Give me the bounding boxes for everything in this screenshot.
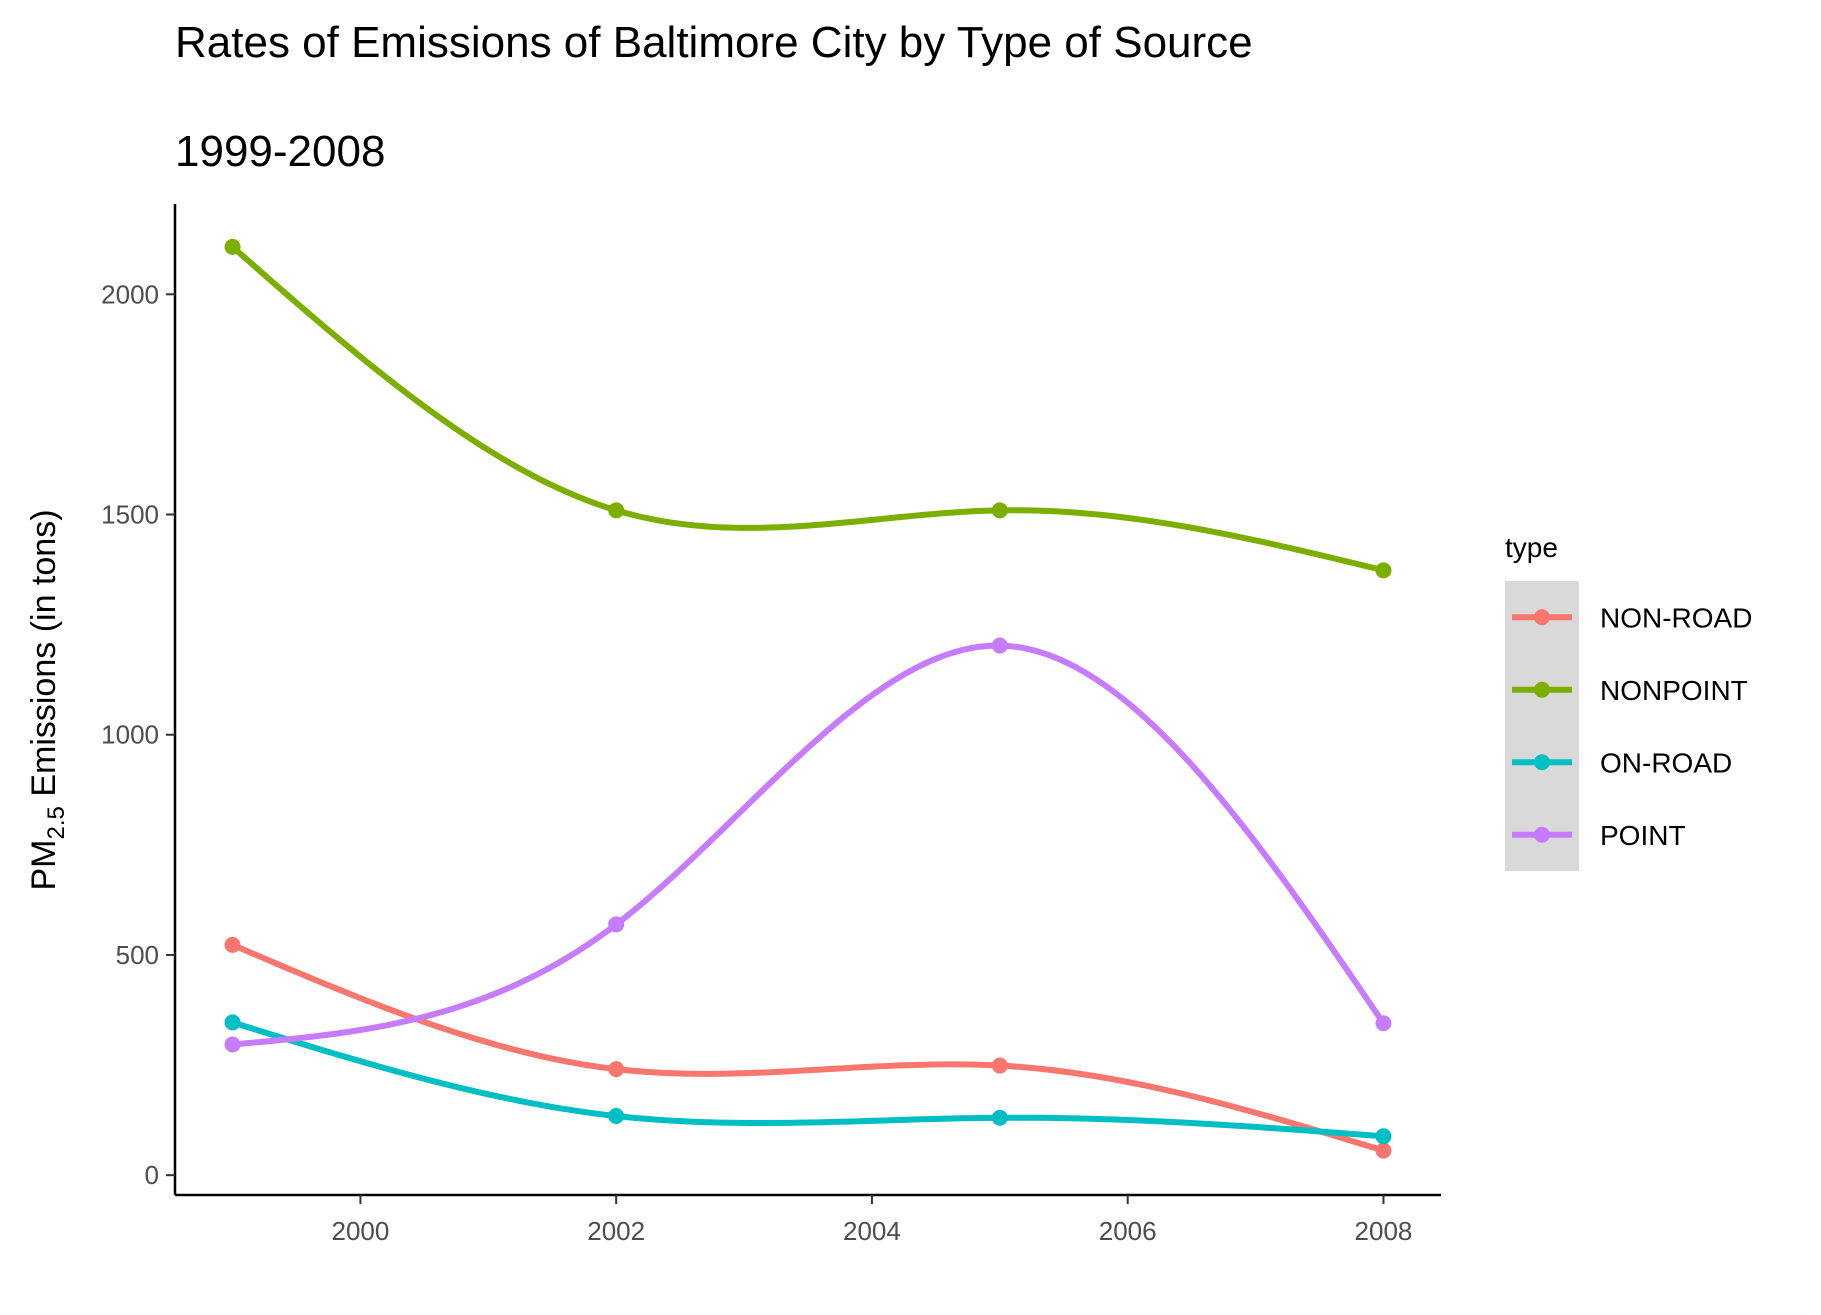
- plot-area: [224, 238, 1392, 1159]
- series-line-nonpoint: [229, 243, 1387, 574]
- legend-key-point-on-road: [1534, 754, 1550, 771]
- chart-title: Rates of Emissions of Baltimore City by …: [175, 18, 1253, 67]
- data-point-on-road-2002: [608, 1108, 625, 1125]
- data-point-non-road-2005: [991, 1057, 1008, 1074]
- y-axis-title-prefix: PM: [25, 840, 63, 891]
- legend-label-nonpoint: NONPOINT: [1600, 675, 1748, 706]
- legend-key-point-nonpoint: [1534, 681, 1550, 698]
- data-point-on-road-2008: [1375, 1128, 1392, 1145]
- data-point-nonpoint-2008: [1375, 562, 1392, 579]
- axes: 0 500 1000 1500 2000 2000 2002 2004 2006 2008: [101, 204, 1441, 1246]
- y-axis-title-subscript: 2.5: [43, 806, 70, 839]
- svg-text:PM2.5 Emissions (in tons): PM2.5 Emissions (in tons): [25, 509, 70, 890]
- legend-key-background: [1505, 581, 1579, 871]
- x-tick-label: 2006: [1099, 1216, 1157, 1246]
- legend-label-on-road: ON-ROAD: [1600, 747, 1732, 778]
- x-tick-label: 2000: [332, 1216, 390, 1246]
- y-tick-label: 2000: [101, 279, 159, 309]
- y-axis-title: PM2.5 Emissions (in tons): [25, 509, 70, 890]
- data-point-on-road-2005: [991, 1109, 1008, 1126]
- y-tick-label: 0: [145, 1160, 159, 1190]
- legend: type NON-ROAD NONPOINT ON-ROAD POINT: [1505, 532, 1752, 871]
- y-tick-label: 1000: [101, 720, 159, 750]
- data-point-non-road-2008: [1375, 1142, 1392, 1159]
- data-point-point-2005: [991, 637, 1008, 654]
- data-point-point-1999: [224, 1036, 241, 1053]
- chart-subtitle: 1999-2008: [175, 127, 385, 176]
- data-point-nonpoint-1999: [224, 238, 241, 255]
- legend-title: type: [1505, 532, 1558, 563]
- legend-label-point: POINT: [1600, 820, 1686, 851]
- x-tick-label: 2004: [843, 1216, 901, 1246]
- y-tick-label: 500: [116, 940, 159, 970]
- series-line-non-road: [229, 941, 1387, 1154]
- data-point-on-road-1999: [224, 1014, 241, 1031]
- data-point-nonpoint-2005: [991, 502, 1008, 519]
- x-tick-label: 2002: [587, 1216, 645, 1246]
- y-tick-label: 1500: [101, 500, 159, 530]
- data-point-non-road-2002: [608, 1061, 625, 1078]
- series-line-point: [229, 642, 1387, 1048]
- legend-label-non-road: NON-ROAD: [1600, 602, 1752, 633]
- legend-key-point-non-road: [1534, 609, 1550, 626]
- data-point-point-2008: [1375, 1015, 1392, 1032]
- legend-key-point-point: [1534, 826, 1550, 843]
- data-point-nonpoint-2002: [608, 502, 625, 519]
- data-point-non-road-1999: [224, 936, 241, 953]
- y-axis-title-suffix: Emissions (in tons): [25, 509, 63, 806]
- data-point-point-2002: [608, 916, 625, 933]
- series-line-on-road: [229, 1019, 1387, 1140]
- x-tick-label: 2008: [1355, 1216, 1413, 1246]
